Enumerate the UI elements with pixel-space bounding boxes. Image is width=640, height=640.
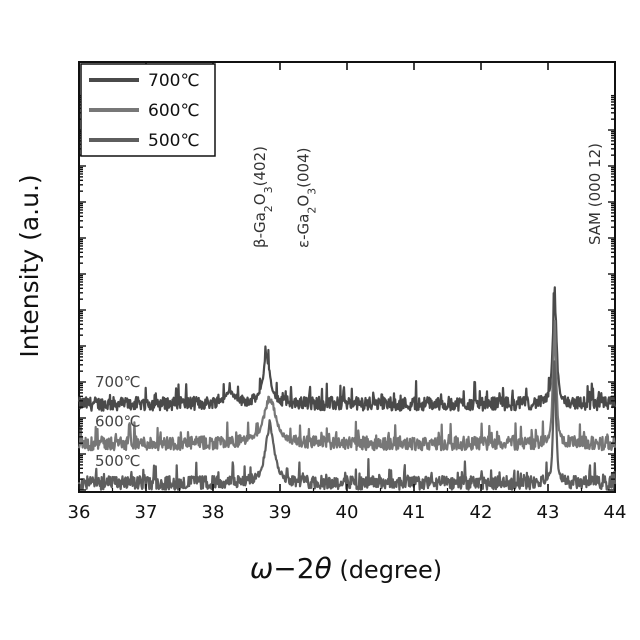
x-tick-label: 44 [604,502,627,523]
x-tick-label: 37 [135,502,158,523]
trace-label-600: 600℃ [95,412,140,430]
peak-annotations: β-Ga2O3(402) ε-Ga2O3(004) SAM (000 12) [251,143,604,248]
x-tick-label: 39 [269,502,292,523]
legend-label-600: 600℃ [148,101,200,121]
trace-500 [79,361,615,490]
x-label-omega: ω [250,552,273,585]
legend-label-700: 700℃ [148,71,200,91]
x-label-unit: (degree) [332,556,442,584]
x-tick-label: 40 [336,502,359,523]
legend-label-500: 500℃ [148,131,200,151]
x-label-two: −2 [273,552,314,585]
trace-group [79,287,615,490]
x-tick-label: 41 [403,502,426,523]
y-axis-label: Intensity (a.u.) [15,174,44,357]
annotation-beta: β-Ga2O3(402) [251,146,275,248]
trace-600 [79,321,615,450]
x-label-theta: θ [315,552,332,585]
trace-labels: 700℃ 600℃ 500℃ [95,373,140,470]
x-tick-label: 36 [68,502,91,523]
x-tick-label: 42 [470,502,493,523]
annotation-eps: ε-Ga2O3(004) [294,148,318,249]
x-tick-label: 38 [202,502,225,523]
legend: 700℃ 600℃ 500℃ [81,64,215,156]
annotation-sam: SAM (000 12) [586,143,604,245]
x-axis-label: ω−2θ (degree) [250,552,442,585]
trace-700 [79,287,615,410]
trace-label-700: 700℃ [95,373,140,391]
x-tick-label: 43 [537,502,560,523]
trace-label-500: 500℃ [95,452,140,470]
